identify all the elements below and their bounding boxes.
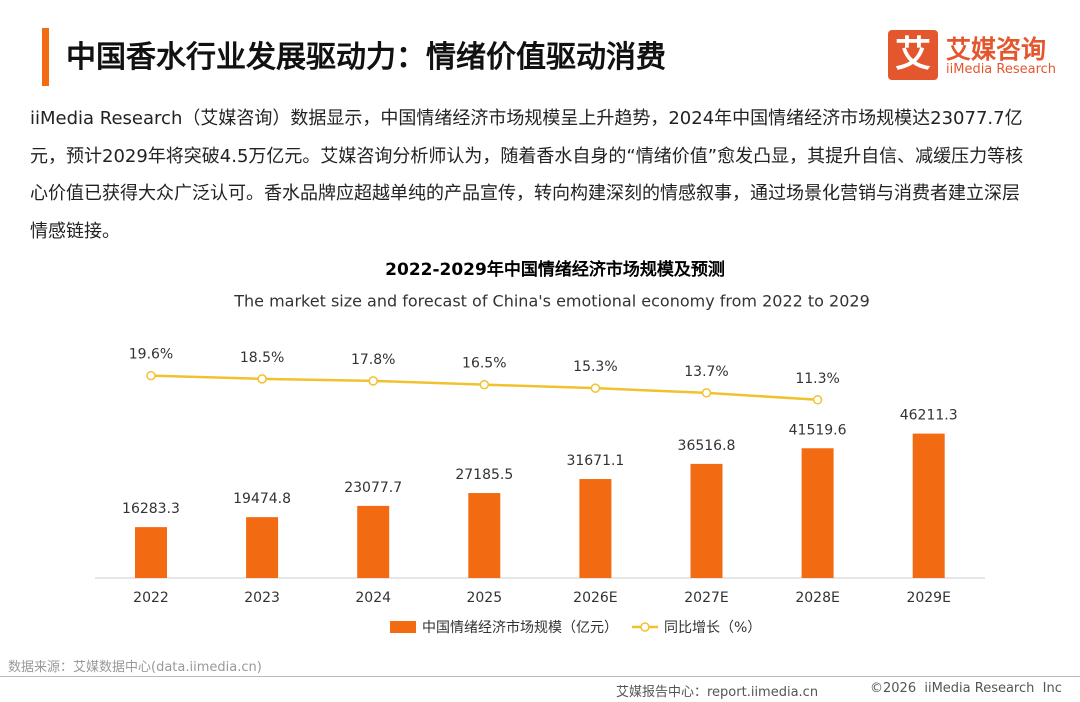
x-tick-label: 2028E — [795, 590, 839, 606]
value-label: 19.6% — [129, 347, 173, 363]
legend-swatch — [640, 622, 650, 632]
value-label: 15.3% — [573, 359, 617, 375]
page-title: 中国香水行业发展驱动力：情绪价值驱动消费 — [66, 40, 666, 75]
paragraph: iiMedia Research（艾媒咨询）数据显示，中国情绪经济市场规模呈上升… — [30, 108, 1024, 242]
accent-bar — [42, 28, 49, 86]
value-label: 17.8% — [351, 352, 395, 368]
value-label: 13.7% — [684, 364, 728, 380]
logo-name: 艾媒咨询 — [946, 35, 1047, 64]
value-label: 23077.7 — [344, 480, 402, 496]
value-label: 31671.1 — [566, 453, 624, 469]
logo-mark: 艾 — [888, 30, 938, 80]
legend-label: 同比增长（%） — [664, 620, 761, 636]
value-label: 11.3% — [795, 371, 839, 387]
line-point — [812, 395, 823, 405]
x-tick-label: 2022 — [133, 590, 169, 606]
bar — [690, 463, 723, 578]
x-tick-label: 2027E — [684, 590, 728, 606]
bar — [357, 505, 390, 578]
footer-report: 艾媒报告中心：report.iimedia.cn — [616, 685, 819, 700]
footer-rule — [0, 676, 1080, 677]
value-label: 46211.3 — [900, 408, 958, 424]
value-label: 16.5% — [462, 356, 506, 372]
line-point — [701, 388, 712, 398]
value-label: 27185.5 — [455, 467, 513, 483]
x-tick-label: 2025 — [466, 590, 502, 606]
line-point — [479, 379, 490, 390]
chart-title: 2022-2029年中国情绪经济市场规模及预测 — [385, 259, 725, 280]
x-tick-label: 2026E — [573, 590, 617, 606]
bar — [912, 433, 945, 578]
footer-copyright: ©2026 iiMedia Research Inc — [870, 681, 1062, 696]
value-label: 41519.6 — [789, 422, 847, 438]
line-point — [368, 376, 378, 386]
legend-label: 中国情绪经济市场规模（亿元） — [422, 619, 618, 636]
legend-swatch — [390, 621, 416, 633]
value-label: 19474.8 — [233, 491, 291, 507]
x-tick-label: 2024 — [355, 590, 391, 606]
chart-subtitle: The market size and forecast of China's … — [233, 292, 870, 311]
logo-sub: iiMedia Research — [946, 62, 1057, 77]
value-label: 16283.3 — [122, 501, 180, 517]
bar — [468, 493, 501, 578]
bar — [135, 527, 167, 578]
value-label: 18.5% — [240, 350, 284, 366]
source: 数据来源：艾媒数据中心(data.iimedia.cn) — [8, 660, 262, 675]
x-tick-label: 2023 — [244, 590, 280, 606]
line-point — [146, 370, 156, 381]
bar — [579, 479, 612, 578]
value-label: 36516.8 — [678, 438, 736, 454]
bar — [801, 448, 834, 578]
x-tick-label: 2029E — [906, 590, 950, 606]
line-point — [590, 383, 601, 393]
bar — [246, 517, 279, 578]
line-point — [257, 374, 267, 384]
